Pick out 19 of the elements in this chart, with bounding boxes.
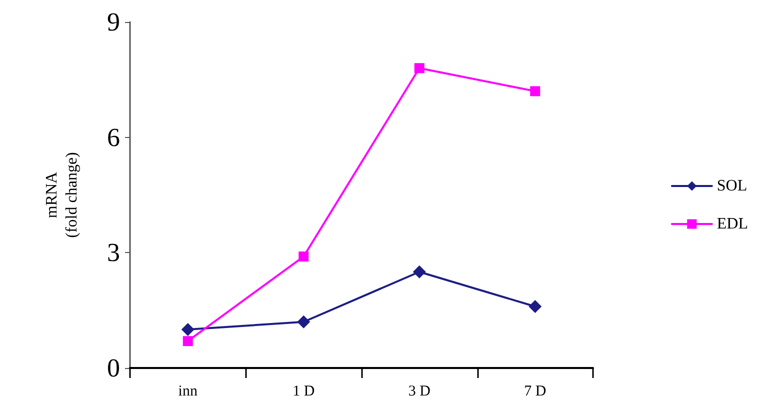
- x-tick-label: inn: [178, 384, 198, 400]
- x-tick-label: 3 D: [408, 384, 431, 400]
- legend-label: EDL: [716, 216, 748, 232]
- y-tick-label: 0: [107, 354, 120, 382]
- point: [297, 315, 310, 328]
- point: [412, 265, 426, 278]
- point: [528, 300, 542, 313]
- x-tick-label: 7 D: [524, 384, 546, 400]
- legend-label: SOL: [716, 178, 748, 194]
- y-axis-title: mRNA (fold change): [44, 152, 80, 238]
- point: [414, 63, 424, 74]
- point: [298, 252, 309, 262]
- point: [530, 86, 540, 96]
- y-tick-label: 6: [107, 122, 120, 152]
- y-tick-label: 9: [107, 8, 120, 36]
- point: [182, 336, 193, 346]
- y-tick-label: 3: [107, 238, 120, 268]
- point: [181, 323, 194, 336]
- x-tick-label: 1 D: [292, 384, 315, 400]
